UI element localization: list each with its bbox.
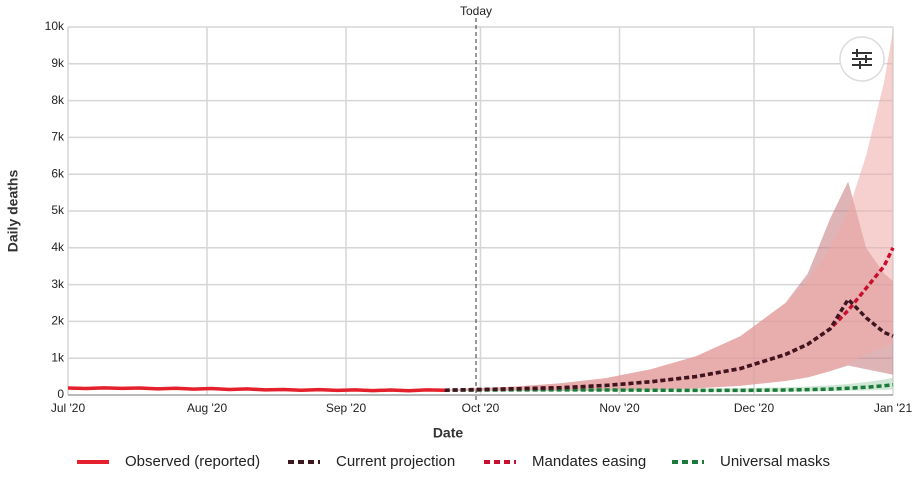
y-tick-label: 2k (51, 314, 65, 328)
x-axis-label: Date (433, 425, 464, 441)
y-tick-label: 8k (51, 93, 65, 107)
legend-label: Mandates easing (532, 453, 646, 470)
uncertainty-band (444, 30, 893, 391)
filter-icon[interactable] (852, 49, 872, 69)
x-tick-label: Oct '20 (462, 401, 500, 415)
legend-label: Current projection (336, 453, 455, 470)
uncertainty-band (444, 377, 893, 392)
y-tick-label: 1k (51, 350, 65, 364)
x-tick-label: Sep '20 (326, 401, 367, 415)
legend-label: Observed (reported) (125, 453, 260, 470)
legend-label: Universal masks (720, 453, 830, 470)
x-tick-label: Aug '20 (187, 401, 228, 415)
x-tick-label: Dec '20 (734, 401, 775, 415)
today-label: Today (460, 4, 492, 18)
x-tick-label: Nov '20 (599, 401, 640, 415)
series-line (67, 386, 445, 393)
filter-button[interactable] (839, 36, 885, 82)
y-tick-label: 5k (51, 203, 65, 217)
y-tick-label: 3k (51, 277, 65, 291)
x-tick-label: Jan '21 (874, 401, 913, 415)
series-line (444, 296, 894, 392)
y-tick-label: 6k (51, 166, 65, 180)
y-tick-label: 0 (57, 387, 64, 401)
y-tick-label: 9k (51, 56, 65, 70)
y-axis-label: Daily deaths (5, 170, 21, 253)
y-tick-label: 4k (51, 240, 65, 254)
y-tick-label: 10k (45, 19, 65, 33)
x-tick-label: Jul '20 (51, 401, 86, 415)
y-tick-label: 7k (51, 130, 65, 144)
